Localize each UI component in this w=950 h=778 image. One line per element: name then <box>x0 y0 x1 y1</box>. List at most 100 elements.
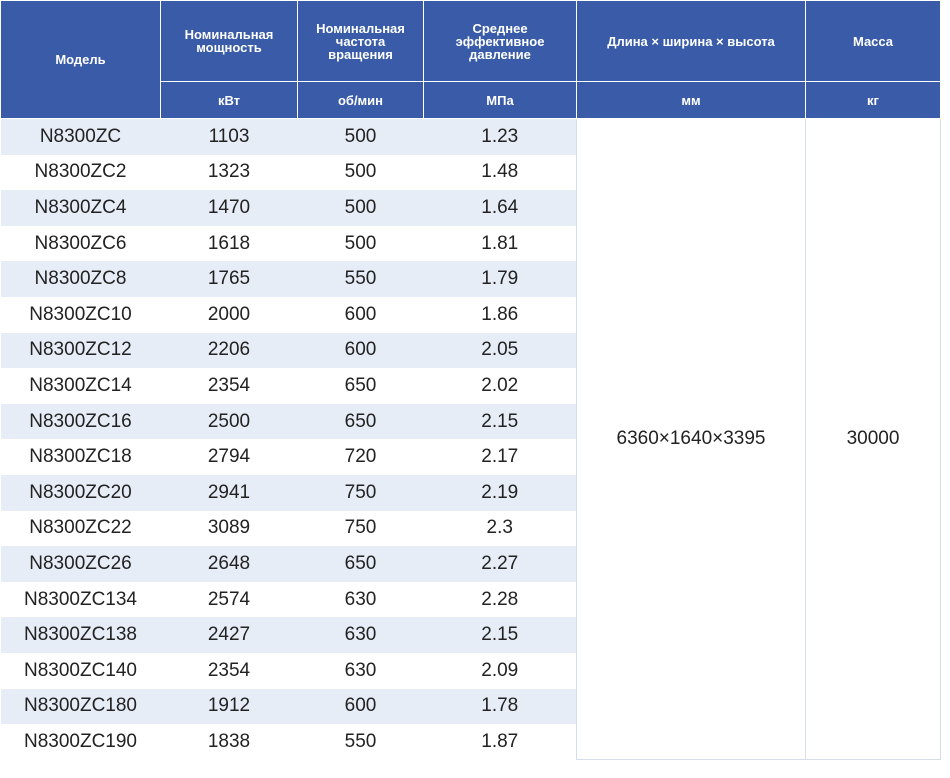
table-cell: 2.05 <box>423 332 577 369</box>
table-cell: 650 <box>344 374 377 396</box>
table-cell: 2574 <box>207 588 251 610</box>
table-row: N8300ZC26 2648 650 2.27 <box>0 546 941 582</box>
table-row: N8300ZC12 2206 600 2.05 <box>0 332 941 369</box>
table-cell: N8300ZC18 <box>29 446 132 468</box>
table-cell: 2.3 <box>486 517 513 539</box>
table-cell: 630 <box>297 617 424 653</box>
table-cell: 2794 <box>207 446 251 468</box>
unit-cell: мм <box>576 81 806 119</box>
table-cell: 2.19 <box>423 474 577 511</box>
table-cell: 1.79 <box>423 261 577 297</box>
table-cell: 550 <box>344 730 377 752</box>
table-row: N8300ZC138 2427 630 2.15 <box>0 617 941 653</box>
table-row: N8300ZC6 1618 500 1.81 <box>1 226 941 262</box>
table-cell: 1618 <box>207 232 251 254</box>
table-cell: 1.86 <box>481 303 519 325</box>
table-row: N8300ZC16 2500 650 2.15 <box>0 403 941 440</box>
table-cell: N8300ZC180 <box>0 688 161 725</box>
table-cell: 2.09 <box>481 659 519 681</box>
table-cell: 1.78 <box>423 688 577 725</box>
table-cell: 3089 <box>207 517 251 539</box>
table-cell: 2.27 <box>423 546 577 582</box>
table-cell: 1.81 <box>481 232 519 254</box>
table-cell: 650 <box>297 546 424 582</box>
table-row: N8300ZC20 2941 750 2.19 <box>0 474 941 511</box>
unit-cell: кВт <box>160 81 298 119</box>
table-cell: 2427 <box>160 617 298 653</box>
table-cell: 2500 <box>160 403 298 440</box>
table-cell: 2.02 <box>481 374 519 396</box>
table-row: N8300ZC 1103 500 1.23 6360×1640×3395 30000 <box>0 117 941 761</box>
table-cell: N8300ZC4 <box>0 190 161 226</box>
table-cell: 750 <box>297 474 424 511</box>
table-cell: N8300ZC26 <box>0 546 161 582</box>
table-cell: 1912 <box>160 688 298 725</box>
header-cell: Среднее эффективное давление <box>423 0 577 82</box>
table-cell: 1.87 <box>481 730 519 752</box>
table-cell: N8300ZC6 <box>34 232 127 254</box>
table-cell: 2941 <box>160 474 298 511</box>
table-cell: 2354 <box>207 374 251 396</box>
table-row: N8300ZC140 2354 630 2.09 <box>1 653 941 689</box>
table-cell: N8300ZC138 <box>0 617 161 653</box>
table-cell: N8300ZC20 <box>0 474 161 511</box>
table-cell: 2206 <box>160 332 298 369</box>
table-cell: N8300ZC16 <box>0 403 161 440</box>
table-body: N8300ZC 1103 500 1.23 6360×1640×3395 30000 N83… <box>0 117 941 761</box>
table-cell: 600 <box>297 332 424 369</box>
header-cell: Модель <box>0 0 161 119</box>
table-cell: 6360×1640×3395 <box>576 117 806 761</box>
table-row: N8300ZC180 1912 600 1.78 <box>0 688 941 725</box>
table-cell: N8300ZC14 <box>29 374 132 396</box>
spec-table: Модель Номинальная мощность Номинальная … <box>0 0 941 761</box>
table-cell: 2000 <box>207 303 251 325</box>
table-cell: N8300ZC134 <box>23 588 138 610</box>
table-cell: N8300ZC22 <box>29 517 132 539</box>
table-cell: 500 <box>344 232 377 254</box>
table-cell: 1838 <box>207 730 251 752</box>
table-cell: 2.15 <box>423 403 577 440</box>
unit-cell: об/мин <box>297 81 424 119</box>
table-cell: 1323 <box>207 161 251 183</box>
table-cell: N8300ZC190 <box>23 730 138 752</box>
table-cell: 2.15 <box>423 617 577 653</box>
table-row: N8300ZC190 1838 550 1.87 <box>1 724 941 760</box>
table-cell: 30000 <box>805 117 941 761</box>
table-row: N8300ZC8 1765 550 1.79 <box>0 261 941 297</box>
table-cell: 550 <box>297 261 424 297</box>
table-cell: 750 <box>344 517 377 539</box>
table-row: N8300ZC134 2574 630 2.28 <box>1 582 941 618</box>
table-row: N8300ZC2 1323 500 1.48 <box>1 155 941 191</box>
table-row: N8300ZC18 2794 720 2.17 <box>1 439 941 475</box>
table-row: N8300ZC4 1470 500 1.64 <box>0 190 941 226</box>
table-cell: N8300ZC <box>0 118 161 155</box>
header-cell: Масса <box>805 0 941 82</box>
table-cell: 1765 <box>160 261 298 297</box>
table-cell: 500 <box>297 190 424 226</box>
table-cell: 500 <box>297 118 424 155</box>
table-row: N8300ZC22 3089 750 2.3 <box>1 511 941 547</box>
table-cell: 600 <box>344 303 377 325</box>
table-row: N8300ZC10 2000 600 1.86 <box>1 297 941 333</box>
table-cell: 1103 <box>160 118 298 155</box>
table-cell: 630 <box>344 659 377 681</box>
table-cell: 630 <box>344 588 377 610</box>
table-cell: 720 <box>344 446 377 468</box>
table-cell: 2.17 <box>481 446 519 468</box>
table-cell: 2354 <box>207 659 251 681</box>
header-cell: Длина × ширина × высота <box>576 0 806 82</box>
table-cell: 1.23 <box>423 118 577 155</box>
table-cell: 500 <box>344 161 377 183</box>
table-cell: N8300ZC10 <box>29 303 132 325</box>
table-cell: 600 <box>297 688 424 725</box>
header-cell: Номинальная частота вращения <box>297 0 424 82</box>
table-cell: N8300ZC12 <box>0 332 161 369</box>
table-cell: 2648 <box>160 546 298 582</box>
table-cell: N8300ZC2 <box>34 161 127 183</box>
unit-cell: МПа <box>423 81 577 119</box>
table-row: N8300ZC14 2354 650 2.02 <box>1 368 941 404</box>
table-cell: 650 <box>297 403 424 440</box>
table-cell: N8300ZC140 <box>23 659 138 681</box>
header-cell: Номинальная мощность <box>160 0 298 82</box>
